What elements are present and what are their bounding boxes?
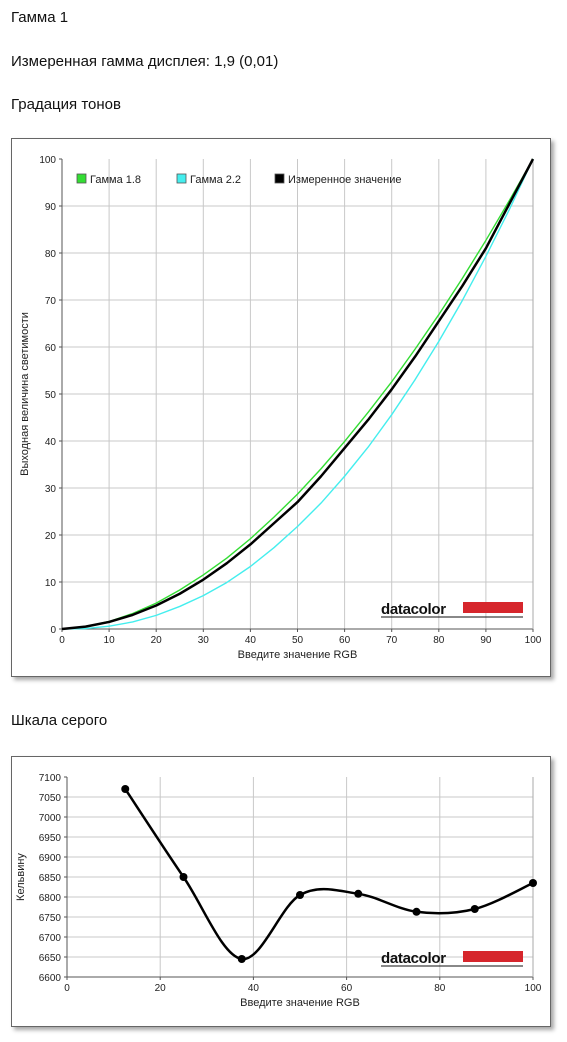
legend-swatch-2 (176, 173, 187, 184)
y-tick-label: 50 (45, 390, 57, 401)
data-point-marker (237, 955, 246, 963)
data-point-marker (296, 891, 304, 899)
gray-chart-panel: 0 20 40 60 80 100 6600 6650 6700 6750 6800 6850 6900… (11, 756, 551, 1027)
y-tick-label: 70 (45, 296, 57, 307)
tone-chart-panel: 0 10 20 30 40 50 60 70 80 90 100 0 10 20 30 40 50 60 70 80 9… (11, 138, 551, 677)
y-axis-title: Выходная величина светимости (19, 312, 31, 476)
y-tick-label: 6750 (39, 913, 62, 924)
y-tick-label: 100 (39, 155, 56, 166)
data-point-marker (412, 907, 421, 916)
x-tick-label: 100 (525, 635, 542, 646)
y-tick-label: 20 (45, 531, 57, 542)
legend-label-2: Гамма 2.2 (190, 174, 241, 186)
y-tick-label: 6800 (39, 893, 62, 904)
legend-label-3: Измеренное значение (288, 174, 402, 186)
y-tick-label: 90 (45, 202, 57, 213)
y-tick-label: 7050 (39, 793, 62, 804)
y-tick-label: 7000 (39, 813, 62, 824)
y-tick-label: 6700 (39, 933, 62, 944)
x-tick-label: 40 (248, 983, 260, 994)
legend-label-1: Гамма 1.8 (90, 174, 141, 186)
x-tick-label: 20 (151, 635, 163, 646)
data-point-marker (529, 879, 537, 887)
x-tick-label: 80 (434, 983, 446, 994)
x-tick-label: 80 (433, 635, 445, 646)
data-point-marker (179, 873, 188, 881)
x-tick-label: 10 (104, 635, 116, 646)
legend-swatch-1 (76, 173, 87, 184)
x-tick-label: 60 (339, 635, 351, 646)
tone-chart: 0 10 20 30 40 50 60 70 80 90 100 0 10 20 30 40 50 60 70 80 9… (19, 155, 542, 661)
series-line-2 (61, 158, 534, 630)
datacolor-logo-bar (463, 602, 523, 613)
x-tick-label: 0 (59, 635, 65, 646)
data-point-marker (354, 889, 363, 898)
x-tick-label: 30 (198, 635, 210, 646)
series-line-1 (61, 158, 534, 630)
measured-gamma-text: Измеренная гамма дисплея: 1,9 (0,01) (11, 53, 279, 70)
x-tick-label: 70 (386, 635, 398, 646)
y-tick-label: 0 (50, 625, 56, 636)
gray-section-heading: Шкала серого (11, 712, 108, 729)
y-tick-label: 6600 (39, 973, 62, 984)
y-axis-title: Кельвину (15, 853, 27, 901)
x-tick-label: 60 (341, 983, 353, 994)
data-point-marker (121, 785, 130, 793)
x-tick-label: 100 (525, 983, 542, 994)
datacolor-logo-bar (463, 951, 523, 962)
y-tick-label: 7100 (39, 773, 62, 784)
x-tick-label: 20 (155, 983, 167, 994)
y-tick-label: 6950 (39, 833, 62, 844)
x-tick-label: 90 (480, 635, 492, 646)
y-tick-label: 6650 (39, 953, 62, 964)
datacolor-logo-text: datacolor (381, 950, 446, 967)
x-tick-label: 50 (292, 635, 304, 646)
y-tick-label: 6900 (39, 853, 62, 864)
y-tick-label: 6850 (39, 873, 62, 884)
y-tick-label: 40 (45, 437, 57, 448)
page-title: Гамма 1 (11, 9, 69, 26)
gray-chart: 0 20 40 60 80 100 6600 6650 6700 6750 6800 6850 6900… (15, 773, 542, 1009)
data-point-marker (470, 905, 479, 913)
tone-section-heading: Градация тонов (11, 96, 121, 113)
x-tick-label: 0 (64, 983, 70, 994)
series-line-3 (61, 158, 535, 631)
y-tick-label: 80 (45, 249, 57, 260)
x-tick-label: 40 (245, 635, 257, 646)
x-axis-title: Введите значение RGB (238, 649, 358, 661)
series-line-1 (124, 788, 534, 961)
datacolor-logo-text: datacolor (381, 601, 446, 618)
y-tick-label: 10 (45, 578, 57, 589)
y-tick-label: 30 (45, 484, 57, 495)
legend-swatch-3 (274, 173, 285, 184)
x-axis-title: Введите значение RGB (240, 997, 360, 1009)
y-tick-label: 60 (45, 343, 57, 354)
